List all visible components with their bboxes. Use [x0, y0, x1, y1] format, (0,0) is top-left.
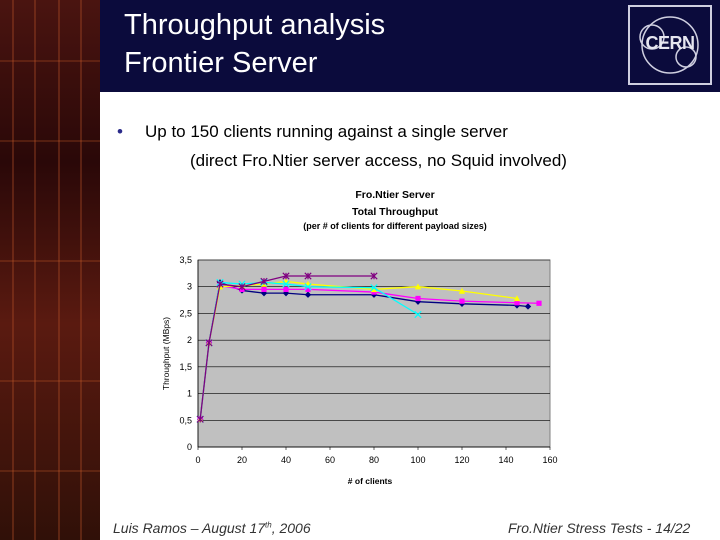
- slide-header: [100, 0, 720, 92]
- data-point: [304, 272, 312, 280]
- footer-author-date: Luis Ramos – August 17th, 2006: [113, 520, 311, 536]
- y-tick-label: 3,5: [179, 255, 192, 265]
- x-tick-label: 40: [281, 455, 291, 465]
- data-point: [260, 289, 268, 297]
- x-tick-label: 20: [237, 455, 247, 465]
- y-tick-label: 0,5: [179, 415, 192, 425]
- data-point: [415, 295, 421, 302]
- data-point: [283, 286, 289, 292]
- data-point: [260, 277, 268, 285]
- y-tick-label: 3: [187, 282, 192, 292]
- data-point: [536, 300, 542, 306]
- x-tick-label: 0: [195, 455, 200, 465]
- x-tick-label: 60: [325, 455, 335, 465]
- data-point: [370, 272, 378, 280]
- throughput-chart: Fro.Ntier Server Total Throughput (per # o…: [161, 189, 558, 486]
- y-tick-label: 2,5: [179, 308, 192, 318]
- bullet-marker: •: [117, 122, 123, 141]
- footer-left-main: Luis Ramos – August 17: [113, 520, 266, 536]
- x-tick-label: 120: [454, 455, 469, 465]
- data-point: [458, 300, 466, 308]
- data-point: [282, 280, 290, 288]
- decorative-side-image: [0, 0, 100, 540]
- footer-left-superscript: th: [265, 520, 272, 530]
- logo-text: CERN: [645, 33, 695, 53]
- data-point: [216, 280, 224, 288]
- data-point: [305, 286, 311, 292]
- bullet-subtext: (direct Fro.Ntier server access, no Squi…: [190, 151, 567, 170]
- data-point: [196, 415, 204, 423]
- y-tick-label: 1,5: [179, 362, 192, 372]
- series-line-4: [199, 275, 374, 420]
- cern-logo: CERN: [628, 5, 712, 85]
- x-tick-label: 100: [410, 455, 425, 465]
- footer-page-info: Fro.Ntier Stress Tests - 14/22: [508, 520, 691, 536]
- slide-title: Throughput analysis Frontier Server: [124, 6, 385, 82]
- data-point: [414, 310, 422, 319]
- y-tick-label: 1: [187, 389, 192, 399]
- chart-subtitle: Total Throughput: [352, 206, 439, 218]
- data-point: [304, 283, 312, 291]
- data-point: [370, 286, 378, 293]
- y-tick-label: 0: [187, 442, 192, 452]
- bullet-text: Up to 150 clients running against a sing…: [145, 122, 508, 141]
- data-point: [414, 283, 422, 290]
- chart-title: Fro.Ntier Server: [355, 189, 434, 201]
- data-point: [514, 300, 520, 306]
- chart-subtitle-2: (per # of clients for different payload …: [303, 221, 487, 231]
- data-point: [282, 272, 290, 280]
- data-point: [261, 286, 267, 292]
- data-point: [370, 291, 378, 298]
- logo-rings-icon: [639, 16, 699, 74]
- y-tick-label: 2: [187, 335, 192, 345]
- data-point: [459, 298, 465, 304]
- x-tick-label: 160: [542, 455, 557, 465]
- title-line-2: Frontier Server: [124, 47, 318, 79]
- x-tick-label: 80: [369, 455, 379, 465]
- x-axis-label: # of clients: [348, 476, 393, 486]
- data-point: [205, 339, 213, 347]
- footer-left-end: , 2006: [271, 520, 311, 536]
- data-point: [458, 287, 466, 294]
- data-point: [238, 283, 246, 291]
- data-point: [513, 295, 521, 302]
- data-point: [370, 284, 378, 292]
- title-line-1: Throughput analysis: [124, 9, 386, 41]
- data-point: [524, 303, 532, 310]
- y-axis-label: Throughput (MBps): [161, 317, 171, 390]
- data-point: [282, 289, 290, 297]
- data-point: [304, 291, 312, 298]
- x-tick-label: 140: [498, 455, 513, 465]
